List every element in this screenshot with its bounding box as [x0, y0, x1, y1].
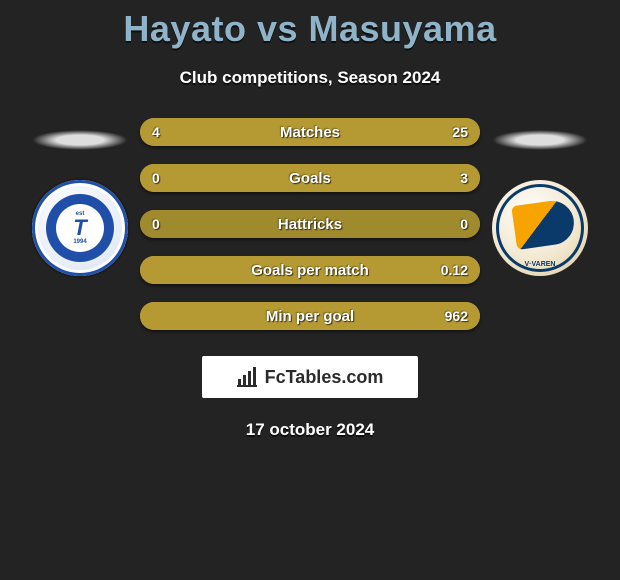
page-subtitle: Club competitions, Season 2024	[180, 68, 441, 88]
crest-label: V·VAREN	[492, 261, 588, 268]
stat-fill-right	[140, 302, 480, 330]
stat-value-left: 0	[152, 164, 160, 192]
left-side: est T 1994	[20, 118, 140, 276]
stat-bar: 425Matches	[140, 118, 480, 146]
stat-value-left: 4	[152, 118, 160, 146]
stat-value-left: 0	[152, 210, 160, 238]
stat-fill-right	[187, 118, 480, 146]
stat-value-right: 3	[460, 164, 468, 192]
page-title: Hayato vs Masuyama	[123, 8, 496, 50]
brand-box: FcTables.com	[202, 356, 418, 398]
player-placeholder-right	[492, 130, 588, 150]
content-row: est T 1994 425Matches03Goals00Hattricks0…	[0, 118, 620, 330]
stat-fill-left	[140, 118, 187, 146]
player-placeholder-left	[32, 130, 128, 150]
stat-bar: 03Goals	[140, 164, 480, 192]
date-line: 17 october 2024	[246, 420, 375, 440]
stat-value-right: 0.12	[441, 256, 468, 284]
stat-fill-right	[140, 164, 480, 192]
stat-bars: 425Matches03Goals00Hattricks0.12Goals pe…	[140, 118, 480, 330]
comparison-infographic: Hayato vs Masuyama Club competitions, Se…	[0, 0, 620, 580]
crest-text-year: 1994	[73, 239, 86, 245]
stat-bar: 962Min per goal	[140, 302, 480, 330]
brand-text: FcTables.com	[265, 367, 384, 388]
stat-fill-right	[140, 256, 480, 284]
oita-trinita-crest: est T 1994	[32, 180, 128, 276]
v-varen-nagasaki-crest: V·VAREN	[492, 180, 588, 276]
crest-big-letter: T	[73, 217, 86, 239]
stat-bar: 0.12Goals per match	[140, 256, 480, 284]
stat-bar: 0 0Hattricks	[140, 210, 480, 238]
stat-value-right: 25	[452, 118, 468, 146]
crest-core: est T 1994	[56, 204, 104, 252]
stat-value-right: 962	[445, 302, 468, 330]
bar-chart-icon	[237, 367, 259, 387]
right-side: V·VAREN	[480, 118, 600, 276]
stat-label: Hattricks	[140, 210, 480, 238]
stat-value-right: 0	[460, 210, 468, 238]
